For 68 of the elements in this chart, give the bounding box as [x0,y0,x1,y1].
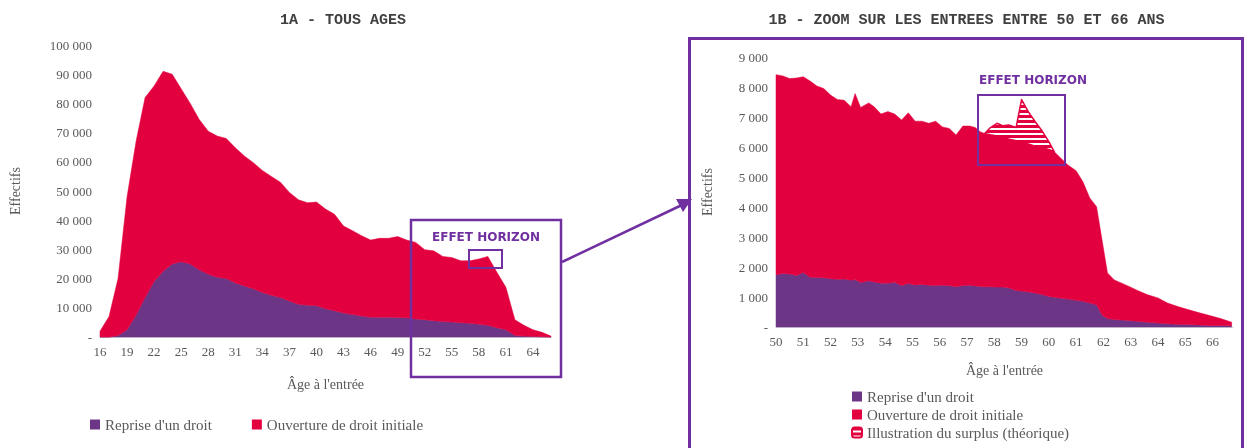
x-tick-label: 62 [1096,334,1110,349]
x-tick-label: 52 [418,344,432,359]
y-tick-label: 2 000 [738,259,768,275]
x-tick-label: 51 [796,334,810,349]
y-tick-label: 30 000 [56,241,92,257]
y-tick-label: 50 000 [56,183,92,199]
y-tick-label: 10 000 [56,300,92,316]
y-tick-label: 1 000 [738,289,768,305]
x-tick-label: 34 [255,344,270,359]
x-tick-label: 58 [987,334,1001,349]
y-tick-label: 7 000 [738,109,768,125]
y-tick-label: - [87,329,92,345]
x-tick-label: 65 [1178,334,1192,349]
legend-label: Ouverture de droit initiale [266,416,424,433]
chart-title: 1A - TOUS AGES [279,12,407,29]
x-tick-label: 25 [174,344,188,359]
y-tick-label: 100 000 [49,37,92,53]
y-axis-title: Effectifs [699,168,715,216]
x-tick-label: 19 [120,344,134,359]
legend-label: Illustration du surplus (théorique) [867,424,1070,442]
y-tick-label: 70 000 [56,125,92,141]
y-tick-label: 5 000 [738,169,768,185]
x-tick-label: 60 [1042,334,1056,349]
x-tick-label: 61 [1069,334,1083,349]
legend-label: Reprise d'un droit [105,416,213,433]
x-tick-label: 63 [1124,334,1138,349]
y-tick-label: 40 000 [56,212,92,228]
y-tick-label: - [763,319,768,335]
annotation: EFFET HORIZON [431,230,541,244]
x-tick-label: 57 [960,334,974,349]
x-tick-label: 49 [391,344,405,359]
y-tick-label: 6 000 [738,139,768,155]
legend-label: Ouverture de droit initiale [867,406,1024,423]
x-tick-label: 66 [1206,334,1220,349]
x-tick-label: 55 [905,334,919,349]
y-tick-label: 20 000 [56,271,92,287]
x-tick-label: 16 [93,344,107,359]
x-tick-label: 31 [228,344,242,359]
x-tick-label: 28 [201,344,215,359]
legend-label: Reprise d'un droit [867,388,975,405]
x-tick-label: 22 [147,344,161,359]
x-tick-label: 64 [1151,334,1165,349]
y-tick-label: 9 000 [738,49,768,65]
x-tick-label: 64 [526,344,540,359]
x-tick-label: 56 [933,334,947,349]
x-axis-title: Âge à l'entrée [965,361,1044,378]
x-tick-label: 37 [282,344,297,359]
x-tick-label: 59 [1015,334,1029,349]
x-tick-label: 40 [309,344,323,359]
x-tick-label: 52 [824,334,838,349]
y-tick-label: 80 000 [56,95,92,111]
annotation: EFFET HORIZON [978,73,1088,87]
y-tick-label: 90 000 [56,66,92,82]
y-tick-label: 4 000 [738,199,768,215]
y-tick-label: 60 000 [56,154,92,170]
y-tick-label: 8 000 [738,79,768,95]
x-tick-label: 50 [769,334,783,349]
x-axis-title: Âge à l'entrée [286,375,365,392]
x-tick-label: 55 [445,344,459,359]
y-tick-label: 3 000 [738,229,768,245]
x-tick-label: 58 [472,344,486,359]
x-tick-label: 61 [499,344,513,359]
x-tick-label: 53 [851,334,865,349]
chart-title: 1B - ZOOM SUR LES ENTREES ENTRE 50 ET 66 ANS [768,12,1165,29]
x-tick-label: 43 [337,344,351,359]
y-axis-title: Effectifs [7,167,23,215]
x-tick-label: 46 [364,344,378,359]
x-tick-label: 54 [878,334,893,349]
